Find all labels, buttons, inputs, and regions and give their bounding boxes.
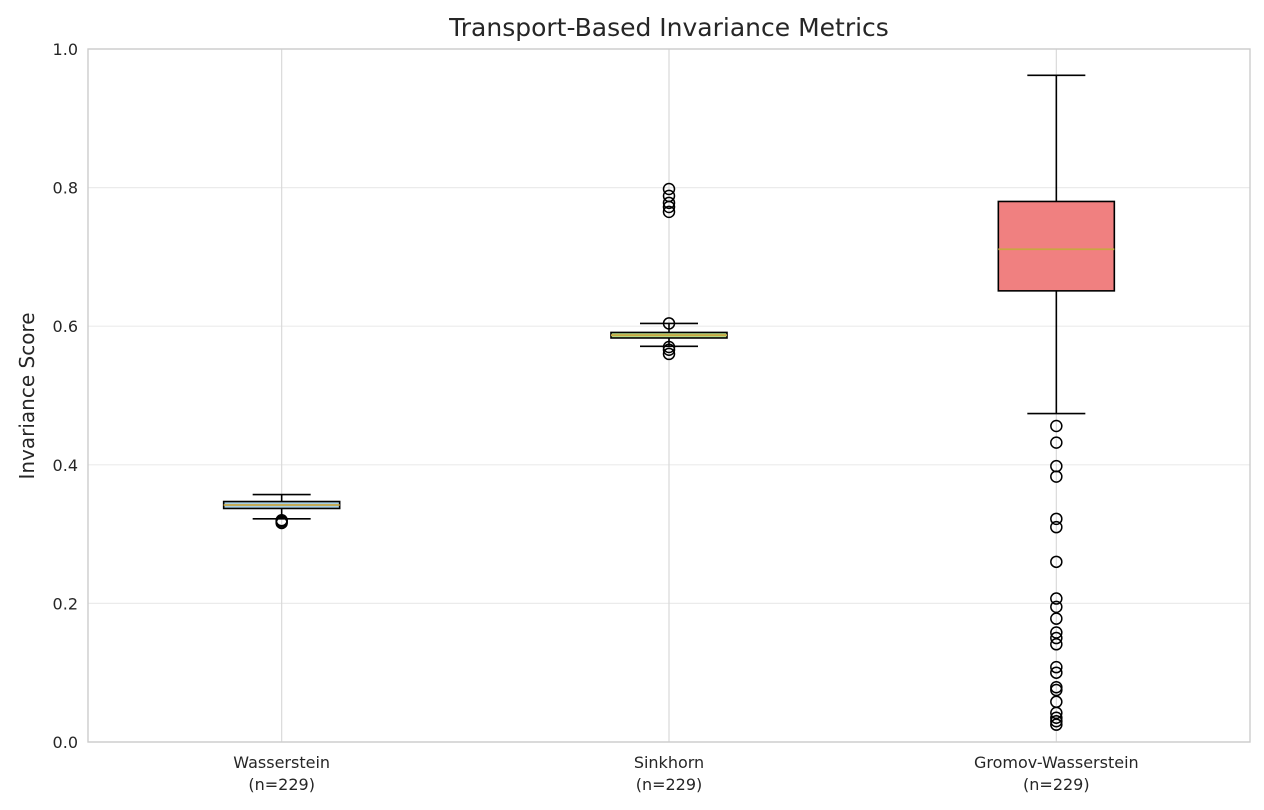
outlier-point [662,347,676,361]
y-tick-label: 0.6 [53,317,78,336]
outlier-point [1050,555,1063,569]
x-tick-label: Wasserstein [233,753,330,772]
outlier-point [1050,626,1063,639]
outlier-point [662,200,676,214]
outlier-point [275,516,288,530]
y-tick-label: 0.4 [53,456,78,475]
y-tick-label: 0.8 [53,179,78,198]
y-axis-label: Invariance Score [15,312,39,479]
x-tick-count-label: (n=229) [636,775,703,794]
y-tick-label: 0.2 [53,594,78,613]
box-wasserstein [222,493,341,530]
outlier-point [1050,638,1063,651]
box-body [997,200,1116,292]
outlier-point [1050,683,1063,697]
outlier-point [1050,631,1063,645]
outlier-point [1050,520,1063,534]
x-tick-count-label: (n=229) [248,775,315,794]
outlier-point [1050,718,1063,731]
outlier-point [1050,714,1063,728]
outlier-point [1050,592,1063,605]
outlier-point [1050,706,1063,720]
outlier-point [1050,419,1063,433]
box-gromov-wasserstein [997,74,1116,731]
outlier-point [1050,711,1063,724]
x-tick-count-label: (n=229) [1023,775,1090,794]
box-sinkhorn [610,182,728,361]
outlier-point [1050,470,1063,483]
outlier-point [662,182,676,196]
outlier-point [1050,612,1063,625]
plot-frame [87,48,1251,743]
y-tick-label: 0.0 [53,733,78,752]
x-tick-label: Sinkhorn [634,753,704,772]
x-tick-label: Gromov-Wasserstein [974,753,1139,772]
y-tick-label: 1.0 [53,40,78,59]
outlier-point [662,343,676,357]
outlier-point [1050,666,1063,679]
outlier-point [662,317,676,330]
outlier-point [662,196,676,210]
outlier-point [1050,512,1063,526]
outlier-point [1050,660,1063,674]
outlier-point [1050,436,1063,449]
outlier-point [1050,600,1063,614]
chart-title: Transport-Based Invariance Metrics [448,13,889,42]
plot-area: 0.0 0.2 0.4 0.6 0.8 1.0 Wasserstein (n=229) Sink… [53,40,1251,794]
outlier-point [662,205,676,219]
